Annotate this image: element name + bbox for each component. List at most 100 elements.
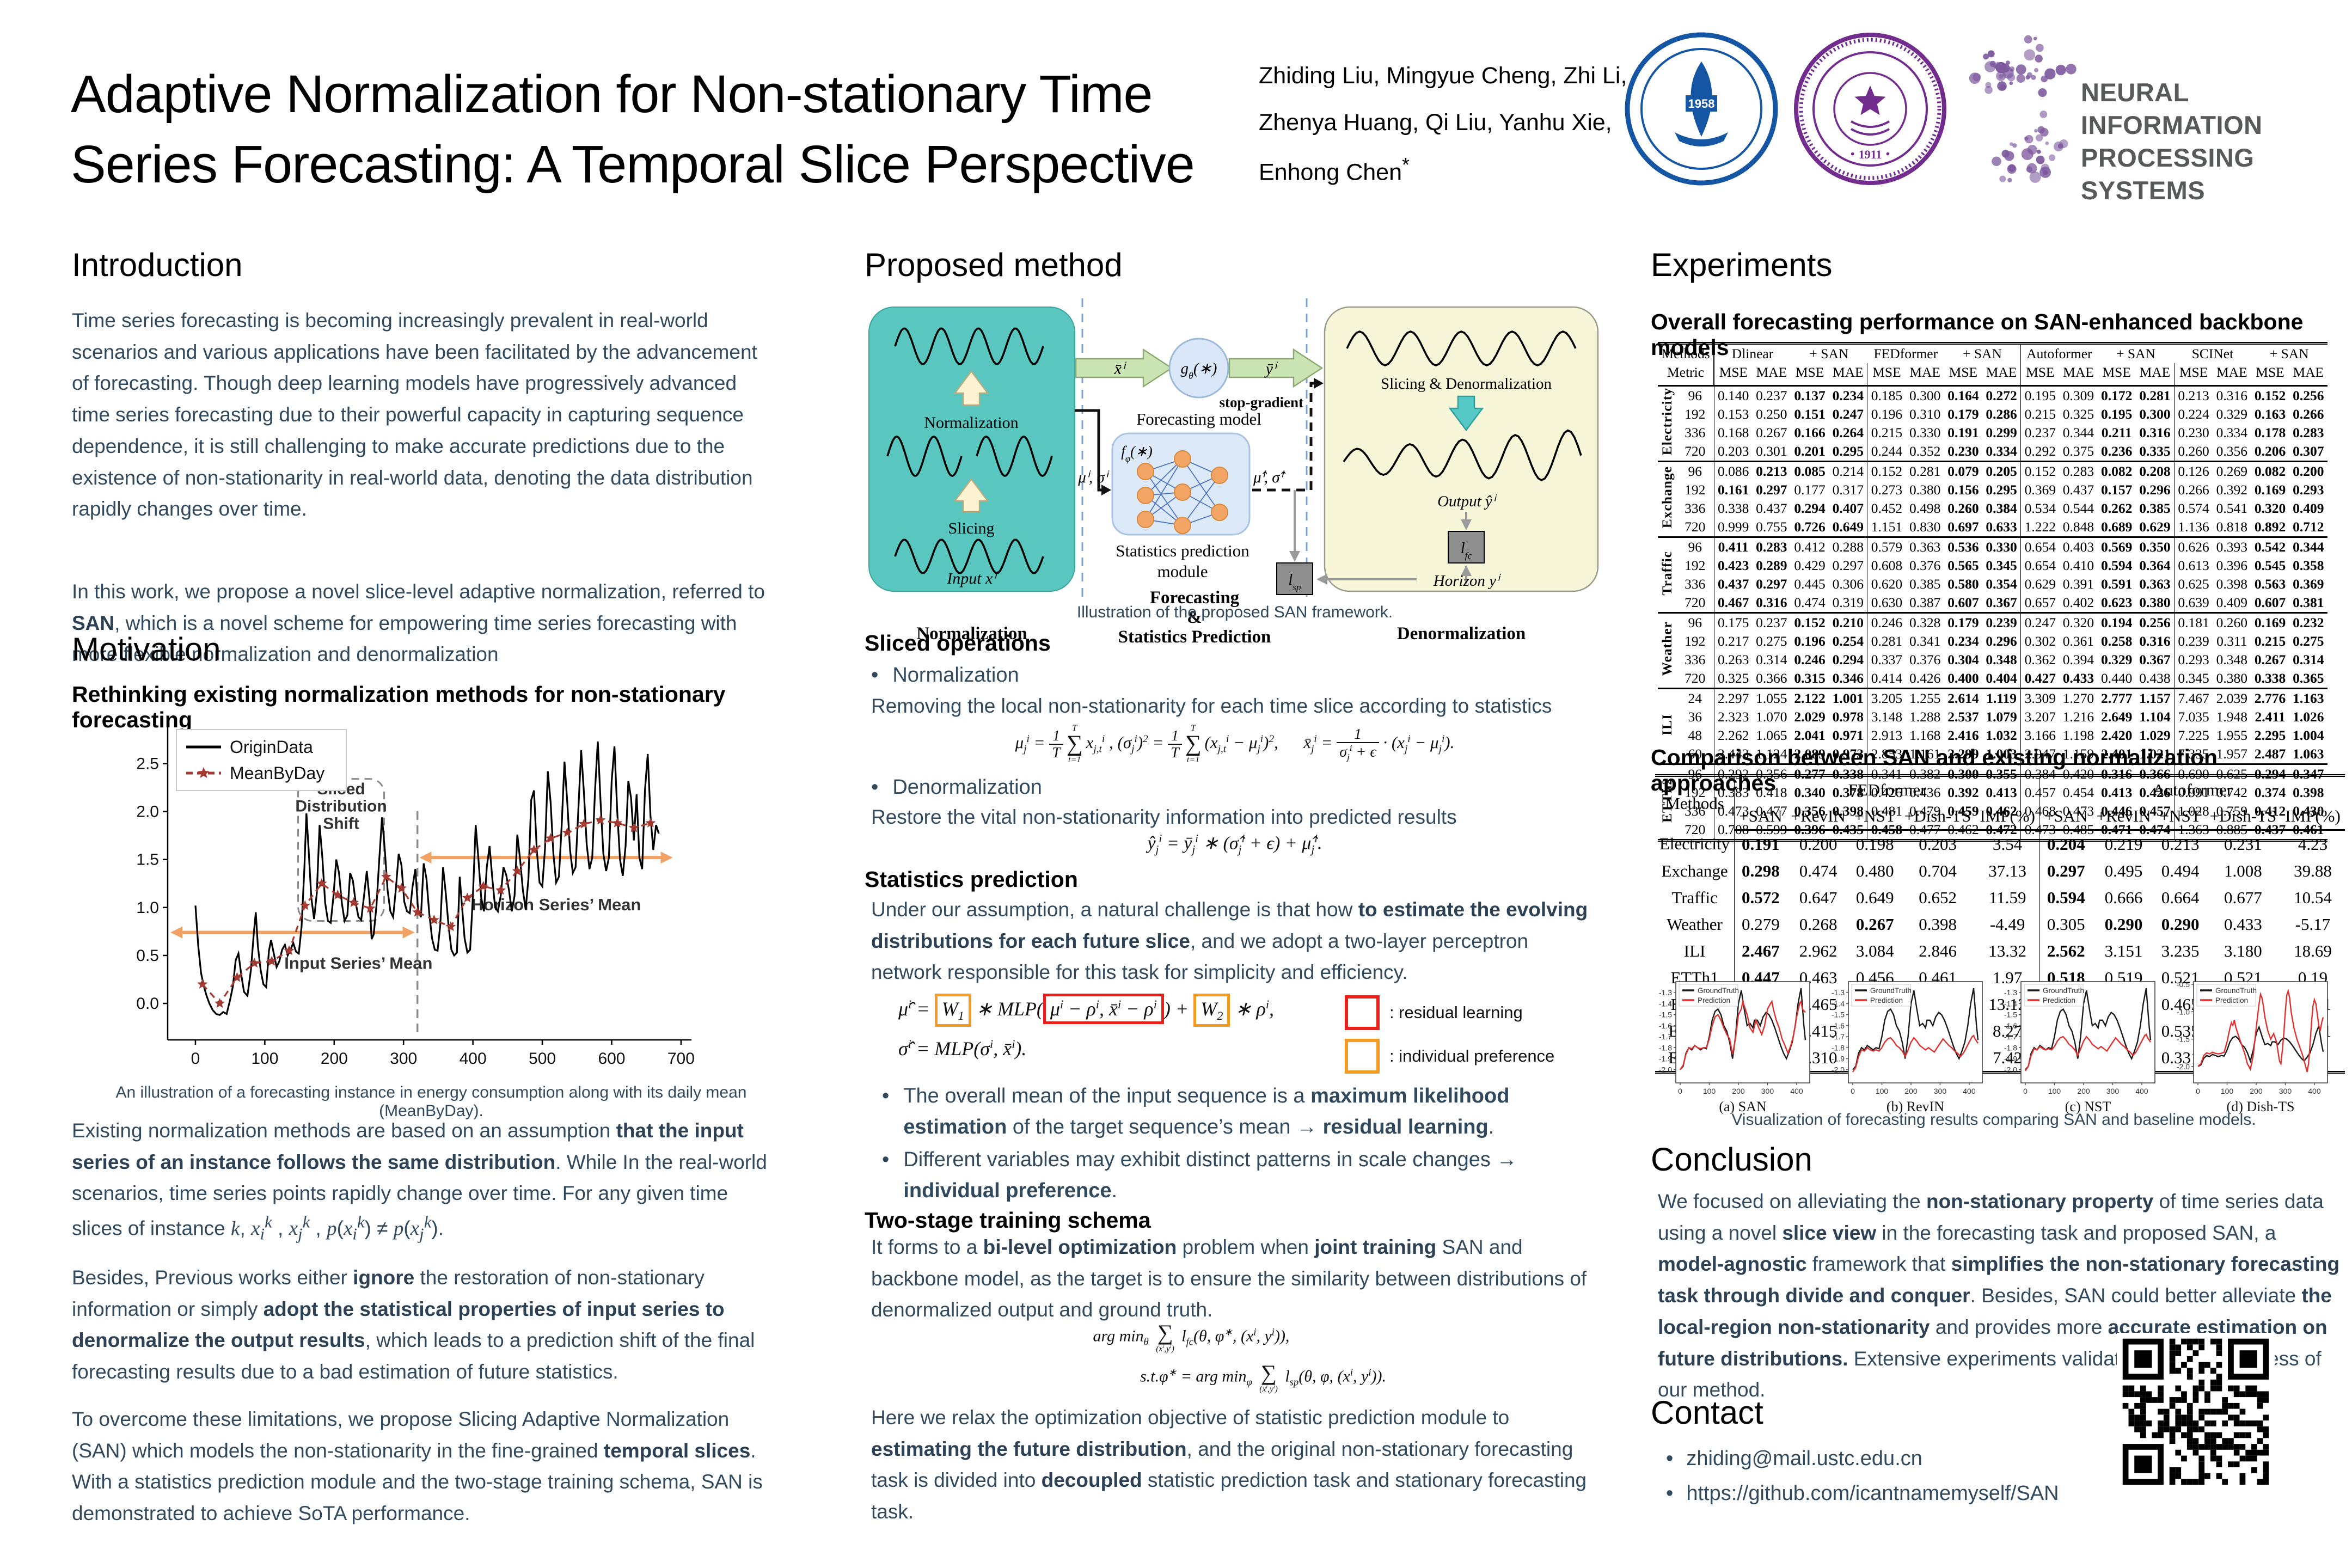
metric-cell: 0.334	[2216, 425, 2247, 440]
dataset-label: Traffic	[1658, 536, 1676, 613]
metric-cell: 0.341	[1909, 633, 1941, 649]
metric-cell: 0.294	[1794, 500, 1826, 516]
metric-cell: 0.185	[1867, 385, 1906, 405]
metric-cell: 1.021	[2139, 746, 2171, 762]
metric-cell: 0.848	[2062, 519, 2094, 535]
svg-text:(a) SAN: (a) SAN	[1719, 1099, 1767, 1114]
metric-cell: 2.649	[2101, 709, 2133, 725]
motivation-subtitle: Rethinking existing normalization method…	[72, 682, 726, 732]
metric-cell: 0.230	[2174, 424, 2213, 442]
qr-code	[2117, 1333, 2275, 1491]
svg-text:-1.6: -1.6	[2004, 1021, 2017, 1030]
metric-cell: 0.267	[1756, 425, 1787, 440]
svg-text:-1.5: -1.5	[2177, 1035, 2190, 1044]
metric-cell: 0.363	[1906, 536, 1944, 556]
metric-cell: 0.213	[2174, 385, 2213, 405]
metric-cell: 2.411	[2255, 709, 2286, 725]
svg-text:1.0: 1.0	[136, 899, 159, 917]
svg-text:Input xⁱ: Input xⁱ	[946, 569, 998, 587]
github-link[interactable]: https://github.com/icantnamemyself/SAN	[1686, 1482, 2059, 1505]
metric-cell: 3.148	[1867, 708, 1906, 726]
metric-cell: 0.569	[2097, 536, 2136, 556]
metric-cell: 1.004	[2293, 727, 2324, 743]
metric-cell: 10.54	[2294, 887, 2332, 907]
metric-cell: 0.892	[2254, 519, 2286, 535]
metric-cell: 0.191	[1947, 425, 1979, 440]
metric-cell: 0.260	[1947, 500, 1979, 516]
metric-cell: 0.297	[1756, 482, 1787, 498]
svg-text:MeanByDay: MeanByDay	[230, 763, 324, 783]
svg-text:Normalization: Normalization	[924, 414, 1018, 432]
metric-cell: 0.385	[2139, 500, 2171, 516]
metric-cell: 0.281	[1867, 632, 1906, 651]
metric-cell: 0.290	[2104, 914, 2143, 934]
metric-cell: 0.328	[1906, 612, 1944, 632]
metric-cell: 0.299	[1986, 425, 2017, 440]
metric-cell: 0.296	[1986, 633, 2017, 649]
metric-cell: 0.755	[1756, 519, 1787, 535]
metric-cell: 1.079	[1986, 709, 2017, 725]
svg-text:Normalization: Normalization	[916, 624, 1027, 644]
metric-cell: 0.411	[1713, 536, 1753, 556]
metric-cell: 0.409	[2216, 595, 2247, 610]
svg-text:Distribution: Distribution	[295, 798, 387, 816]
visualization-plots: -1.3 -1.4 -1.5 -1.6 -1.7 -1.8 -1.9 -2.0 0 100 200 3…	[1651, 977, 2337, 1116]
lfc-loss-box	[1448, 531, 1485, 564]
poster-title: Adaptive Normalization for Non-stationar…	[71, 64, 1195, 194]
metric-cell: 39.88	[2294, 861, 2332, 880]
metric-cell: 0.337	[1867, 651, 1906, 669]
metric-cell: 0.301	[1756, 443, 1787, 459]
metric-cell: 0.830	[1909, 519, 1941, 535]
stats-bullet-1: • The overall mean of the input sequence …	[882, 1085, 1510, 1138]
metric-cell: 0.279	[1734, 911, 1787, 938]
metric-cell: 0.345	[1986, 558, 2017, 573]
metric-cell: 0.629	[2020, 575, 2060, 593]
metric-cell: 3.084	[1855, 941, 1894, 960]
metric-cell: 7.035	[2174, 708, 2213, 726]
metric-cell: 0.338	[2254, 670, 2286, 686]
metric-cell: 0.156	[1947, 482, 1979, 498]
metric-cell: 0.818	[2216, 519, 2247, 535]
metric-cell: 0.201	[1794, 443, 1826, 459]
metric-cell: 0.544	[2062, 500, 2094, 516]
metric-cell: 0.437	[1713, 575, 1753, 593]
metric-cell: 0.412	[1790, 536, 1829, 556]
metric-cell: 0.289	[1756, 558, 1787, 573]
metric-cell: 0.297	[2039, 857, 2092, 884]
metric-cell: 0.574	[2174, 499, 2213, 518]
lsp-loss-box	[1276, 562, 1313, 595]
metric-cell: 0.315	[1794, 670, 1826, 686]
dataset-label: Weather	[1667, 914, 1723, 934]
metric-cell: 2.122	[1790, 688, 1829, 708]
svg-text:400: 400	[2308, 1087, 2321, 1095]
conclusion-paragraph: We focused on alleviating the non-statio…	[1658, 1190, 2340, 1401]
metric-cell: 0.258	[2101, 633, 2133, 649]
dataset-label: ILI	[1658, 688, 1676, 764]
visualization-caption: Visualization of forecasting results com…	[1731, 1111, 2256, 1129]
metric-cell: 0.082	[2251, 461, 2289, 481]
metric-cell: 0.726	[1794, 519, 1826, 535]
svg-text:0: 0	[1851, 1087, 1855, 1095]
motivation-chart: 0.0 0.5 1.0 1.5 2.0 2.5 0 100 200 300 400 500 600 700…	[124, 718, 701, 1083]
metric-cell: 0.366	[1756, 670, 1787, 686]
svg-text:-1.9: -1.9	[2004, 1055, 2017, 1063]
metric-cell: 0.433	[2062, 670, 2094, 686]
email-link[interactable]: zhiding@mail.ustc.edu.cn	[1686, 1447, 1922, 1470]
metric-cell: 0.330	[1982, 536, 2021, 556]
contact-email: • zhiding@mail.ustc.edu.cn	[1666, 1447, 1922, 1470]
metric-cell: 0.266	[2293, 406, 2324, 422]
sliced-ops-heading: Sliced operations	[865, 630, 1051, 656]
metric-cell: 1.216	[2062, 709, 2094, 725]
metric-cell: 0.314	[2293, 652, 2324, 667]
svg-text:600: 600	[598, 1050, 625, 1068]
stats-pred-paragraph: Under our assumption, a natural challeng…	[871, 898, 1588, 984]
metric-cell: 0.541	[2216, 500, 2247, 516]
metric-cell: 2.089	[1794, 746, 1826, 762]
metric-cell: 0.429	[1794, 558, 1826, 573]
metric-cell: 0.267	[2254, 652, 2286, 667]
metric-cell: 0.620	[1867, 575, 1906, 593]
metric-cell: 0.329	[2101, 652, 2133, 667]
metric-cell: 0.295	[1986, 482, 2017, 498]
metric-cell: 0.286	[1986, 406, 2017, 422]
metric-cell: 8.27	[1993, 1021, 2023, 1040]
